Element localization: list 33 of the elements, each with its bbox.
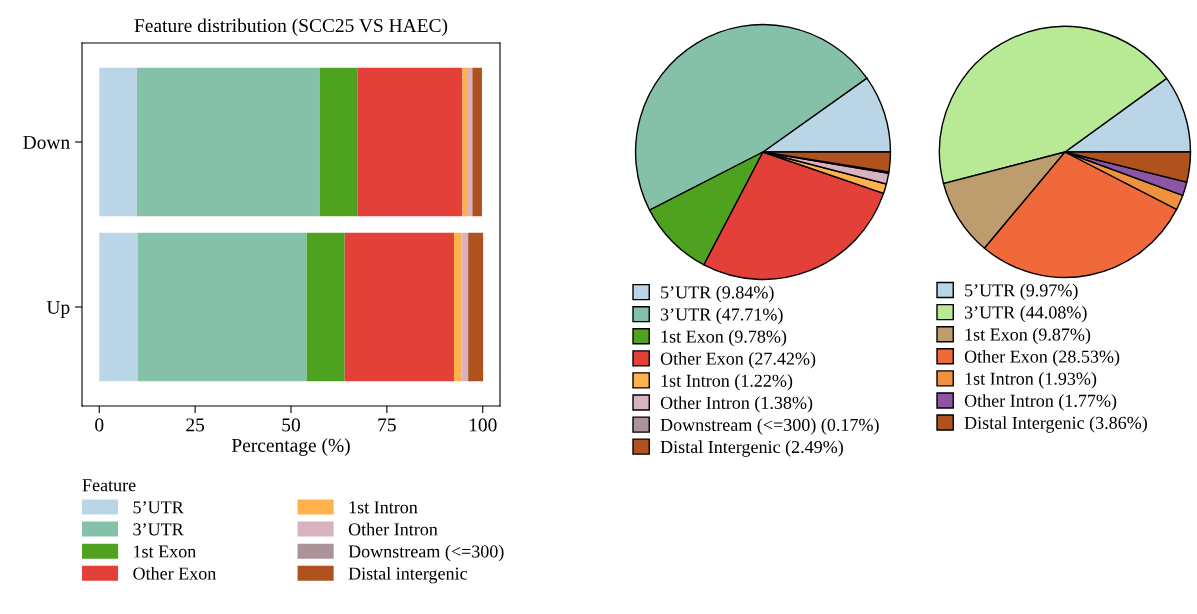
legend-title: Feature [82, 479, 136, 492]
legend-label: 1st Intron (1.22%) [661, 374, 793, 391]
legend-label: Distal Intergenic (3.86%) [964, 416, 1147, 433]
x-tick-label: 0 [95, 418, 104, 432]
legend-label: 3’UTR (44.08%) [964, 305, 1087, 323]
legend-label: Other Intron (1.38%) [660, 396, 813, 413]
legend-label: 1st Exon [134, 545, 196, 558]
x-tick-label: 75 [378, 418, 396, 432]
legend-label: 1st Exon (9.87%) [965, 327, 1091, 345]
chart-title: Feature distribution (SCC25 VS HAEC) [134, 18, 448, 37]
x-axis-title: Percentage (%) [231, 438, 350, 456]
legend-label: Other Exon (27.42%) [660, 352, 816, 369]
legend-label: 1st Intron [349, 501, 418, 514]
legend-label: 3’UTR (47.71%) [660, 307, 783, 325]
x-tick-label: 100 [469, 418, 497, 432]
legend-label: Downstream (<=300) [348, 544, 504, 562]
legend-label: Other Intron (1.77%) [964, 394, 1117, 411]
x-tick-label: 25 [186, 418, 205, 432]
legend-label: 3’UTR [133, 523, 184, 536]
legend-label: Distal Intergenic (2.49%) [660, 440, 843, 457]
legend-label: Other Exon [133, 566, 217, 580]
x-tick-label: 50 [282, 418, 300, 432]
legend-label: Downstream (<=300) (0.17%) [660, 418, 879, 435]
legend-label: 5’UTR (9.84%) [661, 285, 774, 303]
y-tick-label: Down [23, 136, 70, 149]
legend-label: Other Intron [348, 522, 438, 536]
legend-label: 5’UTR (9.97%) [965, 283, 1078, 301]
legend-label: 1st Intron (1.93%) [965, 372, 1097, 389]
legend-label: Other Exon (28.53%) [964, 350, 1120, 367]
legend-label: 1st Exon (9.78%) [661, 329, 787, 347]
y-tick-label: Up [46, 301, 70, 318]
legend-label: 5’UTR [133, 501, 184, 514]
legend-label: Distal intergenic [348, 566, 468, 584]
